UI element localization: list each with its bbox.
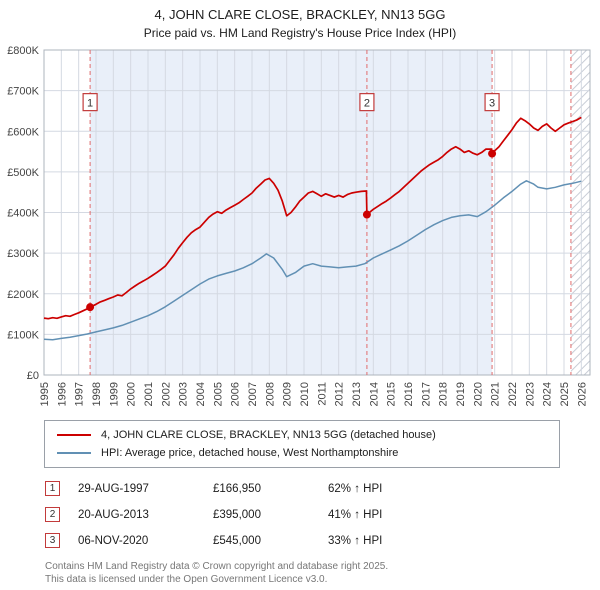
x-tick-label: 2011 bbox=[316, 382, 328, 406]
transaction-3-marker: 3 bbox=[45, 533, 60, 548]
x-tick-label: 2000 bbox=[126, 382, 138, 406]
x-tick-label: 1995 bbox=[39, 382, 51, 406]
blue-line-swatch bbox=[57, 452, 91, 454]
transaction-row-1: 1 29-AUG-1997 £166,950 62% ↑ HPI bbox=[45, 481, 600, 496]
x-tick-label: 1998 bbox=[91, 382, 103, 406]
y-tick-label: £500K bbox=[7, 167, 39, 179]
x-tick-label: 2015 bbox=[386, 382, 398, 406]
transaction-3-hpi-delta: 33% ↑ HPI bbox=[328, 534, 383, 547]
transaction-1-date: 29-AUG-1997 bbox=[78, 482, 149, 495]
sale-marker bbox=[362, 210, 371, 219]
x-tick-label: 2013 bbox=[351, 382, 363, 406]
svg-text:3: 3 bbox=[489, 98, 495, 110]
x-tick-label: 2003 bbox=[178, 382, 190, 406]
x-tick-label: 2016 bbox=[403, 382, 415, 406]
x-tick-label: 2014 bbox=[368, 382, 380, 406]
transaction-2-date: 20-AUG-2013 bbox=[78, 508, 149, 521]
svg-text:1: 1 bbox=[87, 98, 93, 110]
y-tick-label: £0 bbox=[27, 370, 39, 382]
red-line-swatch bbox=[57, 434, 91, 436]
x-tick-label: 2010 bbox=[299, 382, 311, 406]
transaction-2-hpi-delta: 41% ↑ HPI bbox=[328, 508, 383, 521]
legend-item-property: 4, JOHN CLARE CLOSE, BRACKLEY, NN13 5GG … bbox=[53, 426, 551, 444]
svg-text:2: 2 bbox=[364, 98, 370, 110]
chart-title: 4, JOHN CLARE CLOSE, BRACKLEY, NN13 5GG bbox=[154, 7, 446, 22]
x-tick-label: 2008 bbox=[264, 382, 276, 406]
sale-marker bbox=[488, 149, 497, 158]
sale-marker bbox=[86, 303, 95, 312]
footer-line-2: This data is licensed under the Open Gov… bbox=[45, 574, 328, 585]
y-tick-label: £800K bbox=[7, 45, 39, 57]
x-tick-label: 2017 bbox=[420, 382, 432, 406]
transaction-3-date: 06-NOV-2020 bbox=[78, 534, 149, 547]
transaction-3-price: £545,000 bbox=[213, 534, 261, 547]
legend-label-hpi: HPI: Average price, detached house, West… bbox=[101, 447, 399, 459]
x-tick-label: 2004 bbox=[195, 382, 207, 406]
x-tick-label: 2025 bbox=[559, 382, 571, 406]
x-tick-label: 2018 bbox=[438, 382, 450, 406]
legend-label-property: 4, JOHN CLARE CLOSE, BRACKLEY, NN13 5GG … bbox=[101, 429, 436, 441]
y-tick-label: £600K bbox=[7, 126, 39, 138]
footer-line-1: Contains HM Land Registry data © Crown c… bbox=[45, 561, 389, 572]
hpi-line bbox=[43, 180, 582, 341]
transaction-2-price: £395,000 bbox=[213, 508, 261, 521]
plot-border bbox=[43, 49, 591, 376]
price-chart: 1 2 3 £0 £100K £200K £300K £400K £500K £600K £700K… bbox=[7, 45, 591, 406]
y-tick-label: £100K bbox=[7, 329, 39, 341]
legend-item-hpi: HPI: Average price, detached house, West… bbox=[53, 444, 551, 462]
x-tick-label: 2026 bbox=[576, 382, 588, 406]
x-tick-label: 1997 bbox=[74, 382, 86, 406]
transaction-1-price: £166,950 bbox=[213, 482, 261, 495]
transaction-1-hpi-delta: 62% ↑ HPI bbox=[328, 482, 383, 495]
x-tick-label: 2005 bbox=[212, 382, 224, 406]
x-tick-label: 2020 bbox=[472, 382, 484, 406]
transaction-row-3: 3 06-NOV-2020 £545,000 33% ↑ HPI bbox=[45, 533, 600, 548]
x-tick-label: 2007 bbox=[247, 382, 259, 406]
y-tick-label: £700K bbox=[7, 86, 39, 98]
x-tick-label: 2002 bbox=[160, 382, 172, 406]
x-tick-label: 2006 bbox=[230, 382, 242, 406]
sale-number-box bbox=[484, 93, 500, 112]
y-tick-label: £400K bbox=[7, 208, 39, 220]
x-tick-label: 2024 bbox=[542, 382, 554, 406]
x-tick-label: 2021 bbox=[490, 382, 502, 406]
chart-legend: 4, JOHN CLARE CLOSE, BRACKLEY, NN13 5GG … bbox=[44, 420, 560, 468]
x-tick-label: 2001 bbox=[143, 382, 155, 406]
y-tick-label: £200K bbox=[7, 289, 39, 301]
transaction-row-2: 2 20-AUG-2013 £395,000 41% ↑ HPI bbox=[45, 507, 600, 522]
x-tick-label: 1996 bbox=[56, 382, 68, 406]
x-tick-label: 2009 bbox=[282, 382, 294, 406]
x-tick-label: 2022 bbox=[507, 382, 519, 406]
x-tick-label: 2019 bbox=[455, 382, 467, 406]
transactions-table: 1 29-AUG-1997 £166,950 62% ↑ HPI 2 20-AU… bbox=[45, 481, 600, 548]
x-tick-label: 1999 bbox=[108, 382, 120, 406]
transaction-1-marker: 1 bbox=[45, 481, 60, 496]
y-tick-label: £300K bbox=[7, 248, 39, 260]
x-tick-label: 2023 bbox=[524, 382, 536, 406]
chart-subtitle: Price paid vs. HM Land Registry's House … bbox=[143, 26, 457, 40]
sale-number-box bbox=[82, 93, 98, 112]
copyright-footer: Contains HM Land Registry data © Crown c… bbox=[45, 560, 600, 586]
x-tick-label: 2012 bbox=[334, 382, 346, 406]
transaction-2-marker: 2 bbox=[45, 507, 60, 522]
sale-number-box bbox=[359, 93, 375, 112]
